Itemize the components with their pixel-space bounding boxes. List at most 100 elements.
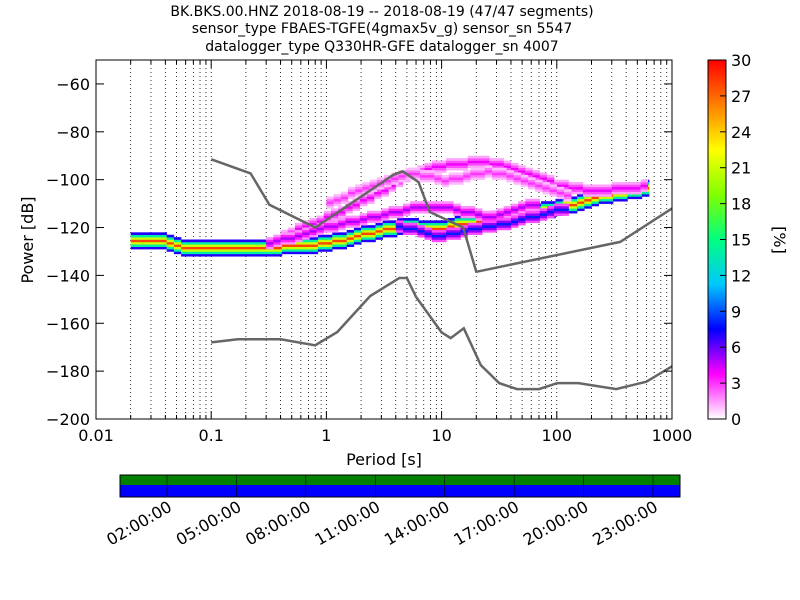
heatmap-cell	[460, 165, 469, 168]
colorbar-tick-label: 24	[731, 123, 751, 142]
heatmap-cell	[402, 203, 411, 207]
heatmap-cell	[627, 196, 635, 200]
heatmap-cell	[402, 222, 411, 226]
heatmap-cell	[424, 237, 433, 240]
heatmap-cell	[446, 203, 454, 207]
colorbar-tick-label: 15	[731, 231, 751, 250]
heatmap-cell	[425, 225, 434, 228]
heatmap-cell	[518, 220, 526, 224]
heatmap-cell	[411, 220, 419, 224]
heatmap-cell	[484, 167, 493, 171]
title-line-2: sensor_type FBAES-TGFE(4gmax5v_g) sensor…	[192, 21, 573, 37]
y-tick-label: −100	[46, 171, 90, 190]
heatmap-cell	[438, 210, 447, 214]
heatmap-cell	[273, 234, 281, 238]
heatmap-cell	[484, 170, 493, 173]
heatmap-cell	[564, 198, 572, 202]
heatmap-cell	[561, 210, 569, 214]
heatmap-cell	[489, 158, 497, 161]
heatmap-cell	[137, 232, 146, 236]
heatmap-cell	[382, 232, 391, 236]
heatmap-cell	[374, 194, 382, 197]
noise-models	[210, 158, 673, 391]
heatmap-cell	[339, 244, 347, 247]
heatmap-cell	[395, 205, 404, 209]
heatmap-cell	[375, 237, 383, 240]
heatmap-cell	[166, 249, 175, 252]
heatmap-cell	[317, 239, 326, 243]
heatmap-cell	[340, 198, 349, 202]
heatmap-cell	[604, 191, 613, 195]
heatmap-cell	[525, 217, 533, 221]
heatmap-cell	[575, 189, 584, 192]
heatmap-cell	[489, 165, 497, 168]
heatmap-cell	[456, 179, 464, 183]
heatmap-cell	[317, 241, 326, 245]
heatmap-cell	[499, 170, 507, 173]
heatmap-cell	[518, 201, 526, 204]
heatmap-cell	[145, 232, 153, 236]
heatmap-cell	[417, 225, 425, 228]
colorbar-tick-label: 3	[731, 374, 741, 393]
heatmap-cell	[209, 241, 218, 245]
heatmap-cell	[289, 246, 297, 250]
heatmap-cell	[467, 155, 476, 159]
heatmap-cell	[474, 210, 483, 214]
heatmap-cell	[510, 167, 519, 171]
heatmap-cell	[546, 177, 555, 180]
heatmap-cell	[618, 182, 627, 185]
heatmap-cell	[460, 158, 469, 161]
heatmap-cell	[368, 234, 376, 238]
heatmap-cell	[518, 203, 526, 207]
heatmap-cell	[238, 253, 247, 257]
heatmap-cell	[474, 165, 483, 168]
heatmap-cell	[340, 196, 349, 200]
colorbar-tick-label: 0	[731, 410, 741, 429]
heatmap-cell	[238, 249, 247, 252]
heatmap-cell	[398, 174, 406, 178]
heatmap-cell	[289, 244, 297, 247]
heatmap-cell	[489, 227, 497, 231]
heatmap-cell	[417, 201, 425, 204]
heatmap-cell	[338, 222, 346, 226]
x-tick-label: 0.1	[198, 426, 223, 445]
heatmap-cell	[388, 189, 397, 192]
heatmap-cell	[506, 170, 514, 173]
heatmap-cell	[417, 210, 425, 214]
heatmap-cell	[564, 191, 572, 195]
heatmap-cell	[325, 249, 333, 252]
heatmap-cell	[562, 201, 571, 204]
heatmap-cell	[366, 220, 375, 224]
heatmap-cell	[499, 167, 507, 171]
heatmap-cell	[173, 244, 182, 247]
heatmap-cell	[253, 244, 261, 247]
y-tick-label: −140	[46, 266, 90, 285]
heatmap-cell	[402, 227, 411, 231]
heatmap-cell	[546, 208, 555, 212]
heatmap-cell	[532, 208, 541, 212]
heatmap-cell	[231, 246, 239, 250]
heatmap-cell	[317, 244, 326, 247]
heatmap-cell	[323, 225, 332, 228]
heatmap-cell	[410, 222, 418, 226]
heatmap-cell	[440, 225, 448, 228]
heatmap-cell	[274, 249, 283, 252]
heatmap-cell	[345, 205, 353, 209]
heatmap-cell	[584, 201, 592, 204]
heatmap-cell	[352, 205, 361, 209]
heatmap-cell	[620, 198, 628, 202]
heatmap-cell	[402, 210, 411, 214]
heatmap-cell	[369, 184, 378, 188]
heatmap-cell	[260, 244, 268, 247]
heatmap-cell	[518, 172, 526, 176]
heatmap-cell	[326, 205, 334, 209]
heatmap-cell	[456, 182, 464, 185]
heatmap-cell	[405, 177, 414, 180]
psd-heatmap	[130, 155, 650, 257]
heatmap-cell	[332, 239, 340, 243]
heatmap-cell	[130, 237, 139, 240]
heatmap-cell	[366, 198, 375, 202]
heatmap-cell	[446, 162, 454, 166]
heatmap-cell	[440, 227, 448, 231]
heatmap-cell	[446, 210, 454, 214]
